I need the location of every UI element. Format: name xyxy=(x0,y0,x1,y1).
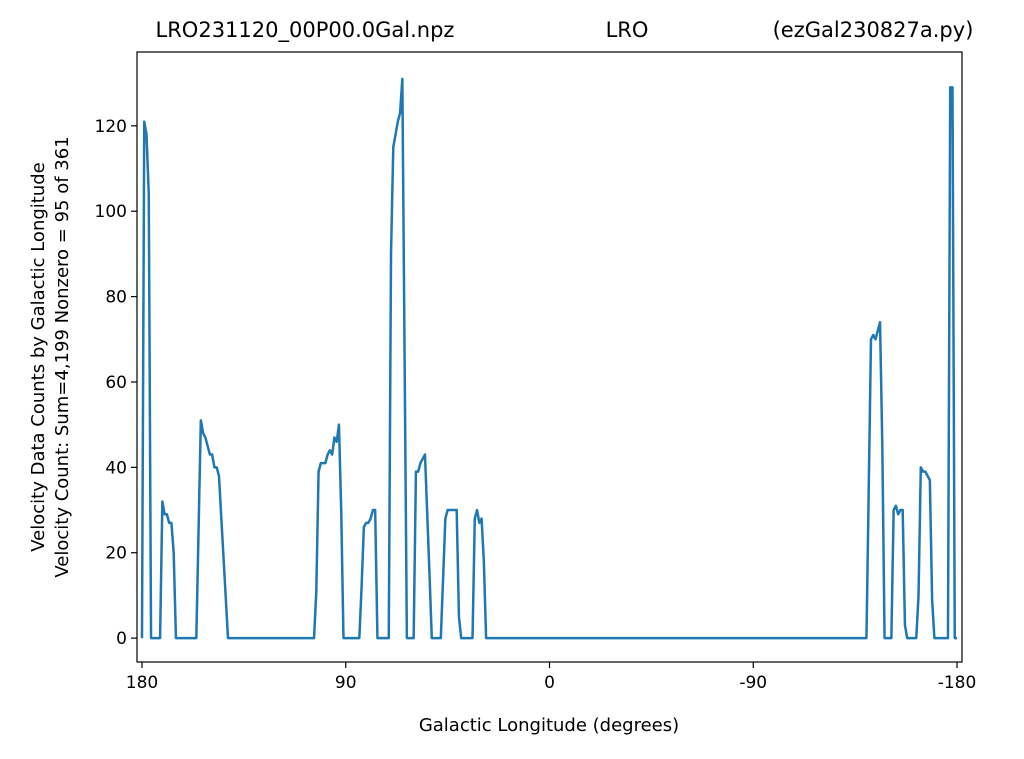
x-tick-label: 90 xyxy=(335,673,357,693)
chart-title: LRO xyxy=(606,18,649,42)
y-tick-label: 120 xyxy=(95,117,127,137)
y-tick-label: 100 xyxy=(95,202,127,222)
y-tick-label: 0 xyxy=(116,629,127,649)
x-tick-label: -180 xyxy=(938,673,977,693)
y-axis-label: Velocity Data Counts by Galactic Longitu… xyxy=(28,162,49,552)
x-axis-label: Galactic Longitude (degrees) xyxy=(419,715,679,736)
data-line xyxy=(140,77,958,640)
x-tick-label: 180 xyxy=(126,673,158,693)
x-tick-label: 0 xyxy=(544,673,555,693)
chart-title: (ezGal230827a.py) xyxy=(773,18,974,42)
y-axis-label: Velocity Count: Sum=4,199 Nonzero = 95 o… xyxy=(52,136,73,577)
x-tick-label: -90 xyxy=(739,673,767,693)
y-tick-label: 20 xyxy=(105,544,127,564)
y-tick-label: 60 xyxy=(105,373,127,393)
y-tick-label: 40 xyxy=(105,458,127,478)
chart-title: LRO231120_00P00.0Gal.npz xyxy=(156,18,455,43)
y-tick-label: 80 xyxy=(105,288,127,308)
plot-frame xyxy=(136,51,963,663)
